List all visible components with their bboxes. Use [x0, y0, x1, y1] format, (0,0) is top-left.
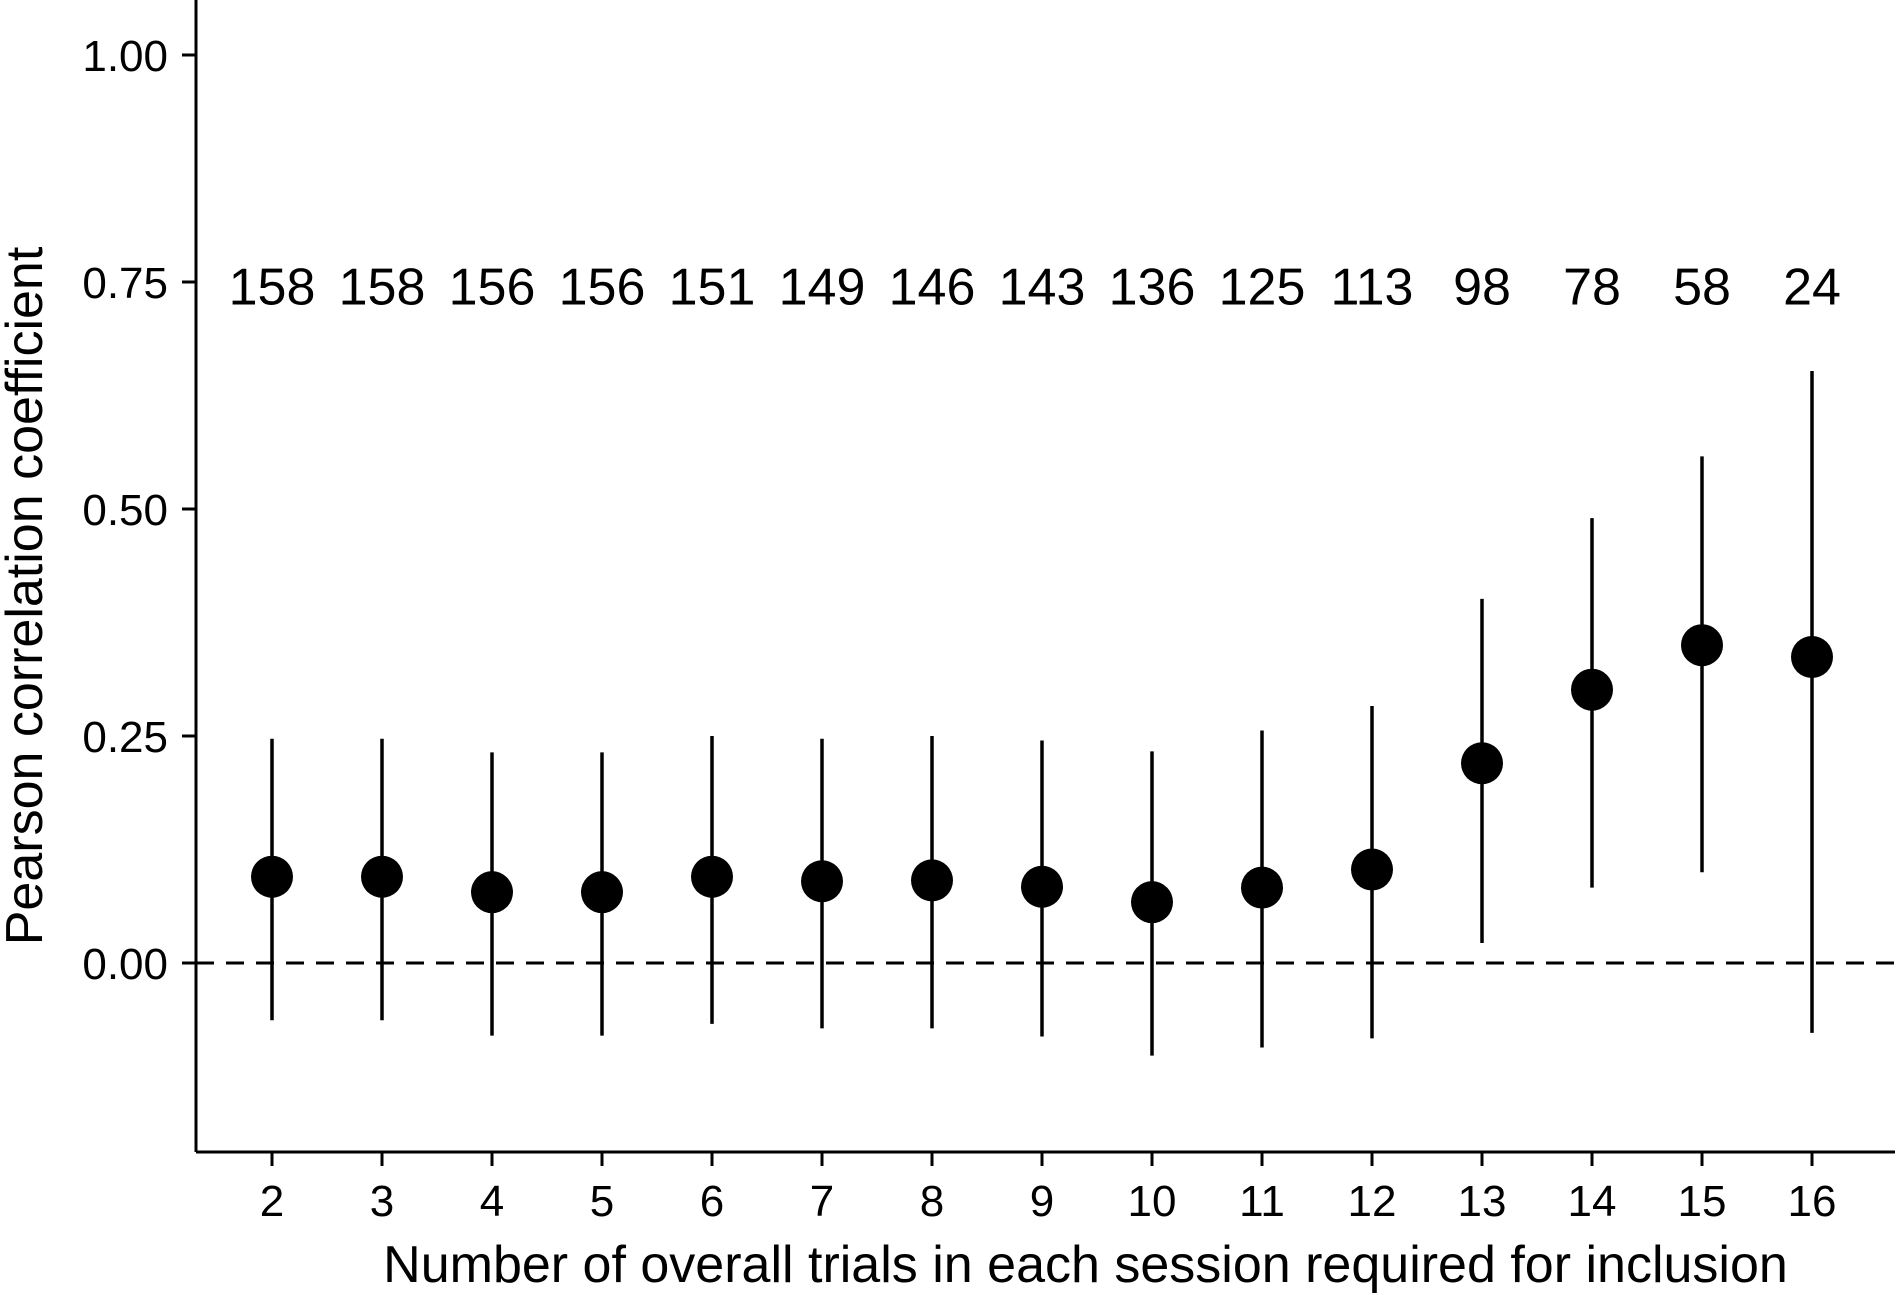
y-axis-ticks: 0.00 0.25 0.50 0.75 1.00 [82, 32, 196, 989]
data-point [1351, 848, 1393, 891]
x-tick-label: 12 [1348, 1177, 1397, 1226]
data-point [911, 859, 953, 902]
x-tick-label: 8 [920, 1177, 944, 1226]
plot-area: 158 158 156 156 151 149 146 143 136 125 113 98 78 58 2… [196, 259, 1895, 1056]
sample-size-label: 151 [669, 259, 756, 317]
sample-size-label: 125 [1219, 259, 1306, 317]
x-tick-label: 3 [370, 1177, 394, 1226]
x-axis-ticks: 2 3 4 5 6 7 8 9 10 11 12 13 14 15 16 [260, 1152, 1837, 1226]
data-point [581, 871, 623, 914]
sample-size-label: 149 [779, 259, 866, 317]
sample-size-label: 146 [889, 259, 976, 317]
y-tick-label: 1.00 [82, 32, 168, 81]
x-tick-label: 6 [700, 1177, 724, 1226]
x-tick-label: 4 [480, 1177, 504, 1226]
x-tick-label: 9 [1030, 1177, 1054, 1226]
data-point [1571, 668, 1613, 711]
sample-size-label: 113 [1331, 259, 1414, 317]
x-tick-label: 2 [260, 1177, 284, 1226]
data-point [1021, 865, 1063, 908]
data-point [1241, 866, 1283, 909]
x-tick-label: 5 [590, 1177, 614, 1226]
data-point [361, 855, 403, 898]
data-point [1791, 636, 1833, 679]
x-axis-title: Number of overall trials in each session… [383, 1236, 1788, 1294]
x-tick-label: 16 [1788, 1177, 1837, 1226]
x-tick-label: 7 [810, 1177, 834, 1226]
sample-size-label: 58 [1673, 259, 1731, 317]
sample-size-label: 156 [559, 259, 646, 317]
x-tick-label: 11 [1239, 1177, 1285, 1226]
sample-size-label: 136 [1109, 259, 1196, 317]
y-tick-label: 0.00 [82, 940, 168, 989]
data-point [691, 855, 733, 898]
x-tick-label: 10 [1128, 1177, 1177, 1226]
data-point [1461, 742, 1503, 785]
sample-size-label: 158 [229, 259, 316, 317]
sample-size-label: 156 [449, 259, 536, 317]
sample-size-label: 158 [339, 259, 426, 317]
sample-size-label: 24 [1783, 259, 1841, 317]
y-axis-title: Pearson correlation coefficient [0, 246, 54, 945]
data-point [251, 855, 293, 898]
x-tick-label: 13 [1458, 1177, 1507, 1226]
x-tick-label: 15 [1678, 1177, 1727, 1226]
data-point [801, 860, 843, 903]
y-tick-label: 0.25 [82, 713, 168, 762]
sample-size-label: 98 [1453, 259, 1511, 317]
data-point [1681, 624, 1723, 667]
data-point [471, 871, 513, 914]
axes [194, 0, 1895, 1154]
sample-size-label: 143 [999, 259, 1086, 317]
sample-size-label: 78 [1563, 259, 1621, 317]
y-tick-label: 0.75 [82, 259, 168, 308]
y-tick-label: 0.50 [82, 486, 168, 535]
x-tick-label: 14 [1568, 1177, 1617, 1226]
data-point [1131, 881, 1173, 924]
